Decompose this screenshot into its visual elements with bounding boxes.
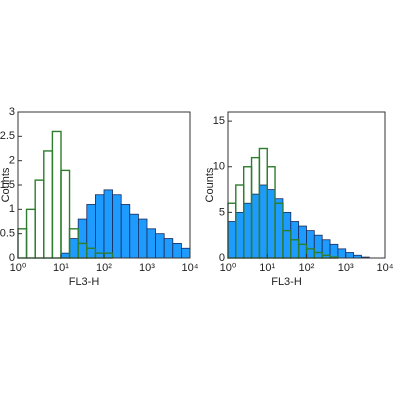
x-tick-label: 10¹ bbox=[53, 262, 69, 274]
histogram-bar bbox=[43, 150, 54, 259]
histogram-bar bbox=[103, 189, 113, 259]
histogram-bar bbox=[69, 238, 79, 259]
histogram-bar bbox=[282, 211, 292, 259]
histogram-bar bbox=[51, 130, 62, 259]
y-tick-label: 1.5 bbox=[0, 179, 15, 191]
y-tick-label: 0.5 bbox=[0, 228, 15, 240]
y-tick-label: 2 bbox=[9, 155, 15, 167]
y-tick-label: 0 bbox=[219, 252, 225, 264]
histogram-bar bbox=[235, 211, 245, 259]
x-tick-label: 10⁴ bbox=[182, 262, 199, 274]
histogram-bar bbox=[172, 242, 182, 259]
x-tick-label: 10² bbox=[96, 262, 112, 274]
x-tick-label: 10⁴ bbox=[377, 262, 394, 274]
histogram-bar bbox=[60, 169, 71, 259]
histogram-bar bbox=[138, 218, 148, 259]
y-tick-label: 2.5 bbox=[0, 130, 15, 142]
y-axis-label: Counts bbox=[204, 167, 216, 202]
x-tick-label: 10³ bbox=[139, 262, 155, 274]
histogram-panel: 10⁰ 10¹ 10² 10³ 10⁴ 0 5 10 15 FL3-H Counts bbox=[204, 111, 394, 288]
histogram-bar bbox=[345, 252, 354, 259]
histogram-bar bbox=[266, 189, 276, 259]
histogram-bar bbox=[155, 233, 165, 259]
y-tick-label: 0 bbox=[9, 252, 15, 264]
x-tick-label: 10¹ bbox=[259, 262, 275, 274]
histogram-bar bbox=[112, 194, 122, 259]
histogram-bar bbox=[298, 225, 307, 259]
histogram-bar bbox=[146, 228, 156, 259]
histogram-bar bbox=[274, 198, 284, 259]
histogram-bar bbox=[251, 193, 260, 259]
histogram-bar bbox=[337, 248, 347, 259]
histogram-bar bbox=[34, 179, 45, 259]
histogram-bar bbox=[329, 243, 339, 259]
histogram-bar bbox=[163, 238, 174, 259]
y-tick-label: 15 bbox=[213, 115, 225, 127]
x-tick-label: 10³ bbox=[338, 262, 354, 274]
x-tick-label: 10² bbox=[299, 262, 315, 274]
histogram-bar bbox=[77, 218, 88, 259]
y-tick-label: 1 bbox=[9, 203, 15, 215]
histogram-bar bbox=[259, 184, 268, 259]
histogram-bar bbox=[60, 252, 70, 259]
histogram-bar bbox=[86, 204, 96, 259]
histogram-bar bbox=[129, 213, 139, 259]
y-tick-label: 3 bbox=[9, 106, 15, 118]
histogram-bar bbox=[227, 221, 237, 259]
histogram-bar bbox=[95, 194, 105, 259]
x-tick-label: 10⁰ bbox=[220, 262, 237, 274]
histogram-bar bbox=[306, 230, 315, 259]
x-axis-label: FL3-H bbox=[271, 276, 302, 288]
histogram-bar bbox=[181, 247, 191, 259]
y-tick-label: 5 bbox=[219, 206, 225, 218]
y-axis-label: Counts bbox=[0, 167, 12, 202]
x-axis-label: FL3-H bbox=[69, 276, 100, 288]
y-tick-label: 10 bbox=[213, 161, 225, 173]
histogram-panel: 10⁰ 10¹ 10² 10³ 10⁴ 0 0.5 1 1.5 2 2.5 3 FL3-H Counts bbox=[0, 106, 199, 288]
x-tick-label: 10⁰ bbox=[10, 262, 27, 274]
histogram-bar bbox=[243, 202, 252, 259]
histogram-bar bbox=[120, 204, 131, 259]
histogram-bar bbox=[25, 208, 36, 259]
histogram-bar bbox=[313, 234, 323, 259]
